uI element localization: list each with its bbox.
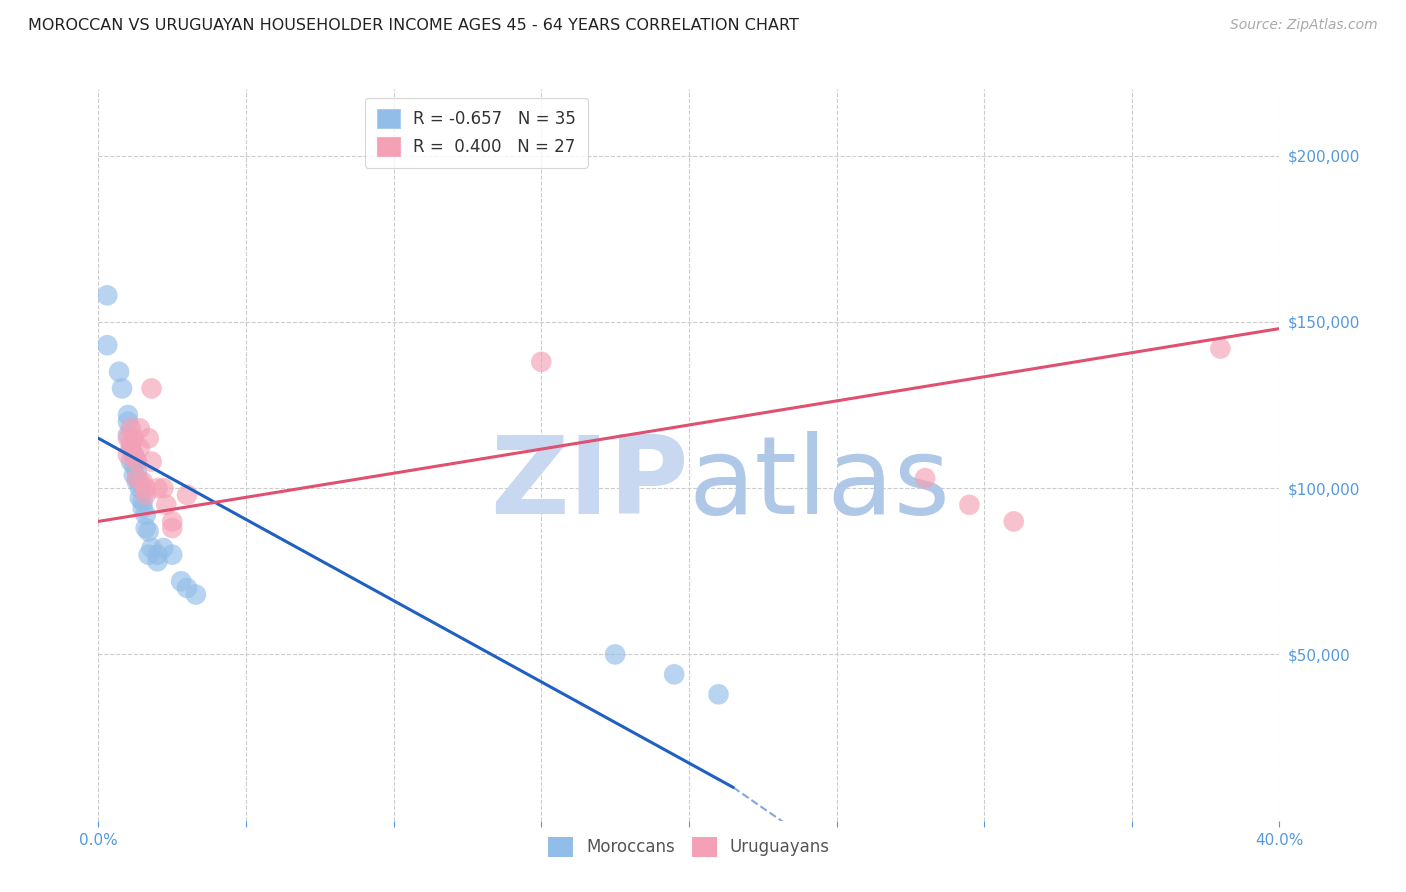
Point [96, 338, 118, 352]
Point [605, 648, 627, 662]
Point [128, 442, 150, 456]
Point [117, 431, 139, 445]
Point [135, 488, 157, 502]
Point [125, 454, 148, 468]
Point [170, 574, 193, 589]
Point [128, 475, 150, 489]
Point [176, 488, 198, 502]
Point [132, 494, 155, 508]
Point [117, 408, 139, 422]
Point [138, 548, 160, 562]
Point [125, 475, 148, 489]
Point [135, 521, 157, 535]
Point [128, 481, 150, 495]
Point [117, 415, 139, 429]
Point [125, 465, 148, 479]
Point [111, 381, 134, 395]
Point [122, 431, 145, 445]
Point [141, 381, 163, 395]
Point [135, 508, 157, 522]
Point [155, 498, 177, 512]
Point [1002, 515, 1025, 529]
Point [141, 454, 163, 468]
Text: atlas: atlas [689, 431, 950, 537]
Point [914, 471, 936, 485]
Point [122, 448, 145, 462]
Point [707, 687, 730, 701]
Point [1209, 342, 1232, 356]
Point [184, 588, 207, 602]
Point [132, 501, 155, 516]
Point [162, 521, 183, 535]
Point [959, 498, 981, 512]
Point [162, 515, 183, 529]
Point [146, 554, 169, 568]
Point [128, 491, 150, 505]
Point [146, 548, 169, 562]
Text: Source: ZipAtlas.com: Source: ZipAtlas.com [1230, 18, 1378, 32]
Point [117, 448, 139, 462]
Point [120, 454, 142, 468]
Point [108, 365, 131, 379]
Point [530, 355, 553, 369]
Point [146, 481, 169, 495]
Point [132, 475, 155, 489]
Point [138, 524, 160, 539]
Point [122, 467, 145, 482]
Point [125, 471, 148, 485]
Text: MOROCCAN VS URUGUAYAN HOUSEHOLDER INCOME AGES 45 - 64 YEARS CORRELATION CHART: MOROCCAN VS URUGUAYAN HOUSEHOLDER INCOME… [28, 18, 799, 33]
Point [135, 481, 157, 495]
Point [120, 442, 142, 456]
Point [122, 448, 145, 462]
Point [128, 421, 150, 435]
Point [152, 481, 174, 495]
Point [176, 581, 198, 595]
Point [120, 421, 142, 435]
Point [664, 667, 686, 681]
Point [117, 428, 139, 442]
Point [152, 541, 174, 555]
Point [96, 288, 118, 302]
Point [120, 438, 142, 452]
Point [141, 541, 163, 555]
Legend: Moroccans, Uruguayans: Moroccans, Uruguayans [541, 830, 837, 863]
Point [138, 431, 160, 445]
Point [162, 548, 183, 562]
Text: ZIP: ZIP [491, 431, 689, 537]
Point [125, 454, 148, 468]
Point [122, 458, 145, 472]
